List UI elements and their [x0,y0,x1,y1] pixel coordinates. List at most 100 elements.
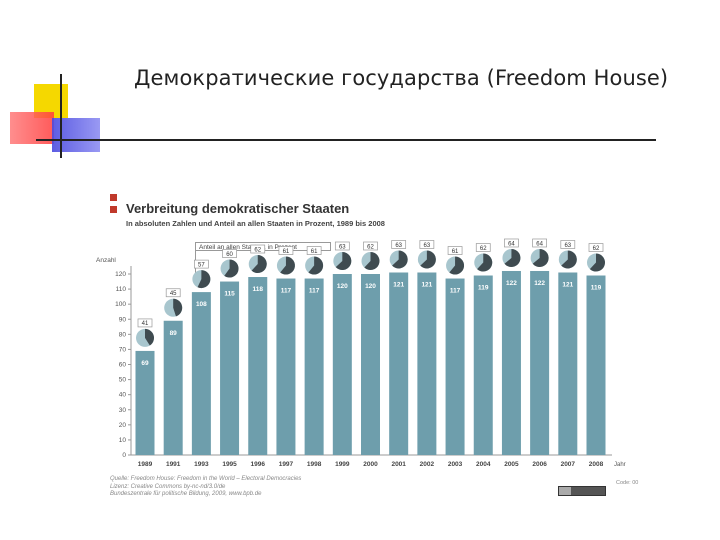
bar [586,275,606,455]
percent-label-box [137,318,153,328]
x-tick-label: 2007 [561,461,576,468]
pie-slice [280,256,295,275]
chart-code: Code: 00 [616,480,639,486]
y-tick-label: 60 [119,362,127,369]
bar [361,274,380,455]
pie-slice [392,250,408,269]
decor-vertical-line [60,74,62,158]
x-tick-label: 1993 [194,461,209,468]
y-tick-label: 100 [115,301,126,308]
percent-label: 62 [593,246,600,252]
percent-label-box [363,241,378,251]
source-note: Quelle: Freedom House: Freedom in the Wo… [110,476,301,499]
bar [445,278,465,455]
bar [501,270,521,455]
y-axis-label: Anzahl [96,257,116,264]
percent-label-box [222,249,237,258]
percent-label-box [194,259,209,269]
bar [332,274,352,455]
percent-label: 62 [480,246,487,252]
publisher-line: Bundeszentrale für politische Bildung, 2… [110,491,262,497]
bar [473,275,493,455]
x-tick-label: 2004 [476,461,491,468]
license-line: Lizenz: Creative Commons by-nc-nd/3.0/de [110,483,226,490]
percent-label: 45 [170,291,177,297]
percent-label-box [475,243,491,252]
pie-slice [224,259,239,278]
percent-label: 61 [283,249,290,255]
pie-slice [504,248,521,267]
pie-slice [449,256,465,275]
percent-label-box [447,246,463,255]
percent-label: 63 [339,244,346,250]
percent-label-box [588,243,604,252]
pie-slice [335,252,352,270]
bar [163,320,183,455]
bar-value-label: 115 [224,291,235,298]
percent-label: 41 [142,321,149,327]
bar [248,277,268,455]
bar-value-label: 121 [562,281,573,288]
pie-slice [197,270,211,289]
percent-label-box [419,240,435,249]
pie-slice [532,248,549,267]
bar [276,278,296,455]
pie-slice [145,328,155,346]
percent-label: 62 [367,244,374,250]
bar-value-label: 108 [196,301,207,308]
bar-value-label: 119 [591,285,602,292]
percent-label: 64 [508,241,515,247]
slide-title: Демократические государства (Freedom Hou… [134,66,669,90]
y-tick-label: 10 [119,437,127,444]
y-tick-label: 0 [122,452,126,459]
pie-slice [477,253,493,272]
bar-value-label: 117 [309,288,320,295]
pie-slice [364,252,380,270]
percent-label: 57 [198,262,205,268]
cc-license-badge[interactable] [558,486,606,496]
percent-label-box [165,288,181,298]
y-tick-label: 50 [119,377,127,384]
y-tick-label: 30 [119,407,127,414]
bar-value-label: 122 [506,280,517,287]
x-tick-label: 1999 [335,461,350,468]
bar-value-label: 117 [281,288,292,295]
bar-value-label: 119 [478,285,489,292]
y-tick-label: 90 [119,316,127,323]
x-tick-label: 2006 [532,461,547,468]
x-tick-label: 2002 [420,461,435,468]
bullet-marker [110,194,117,201]
bar [417,272,437,455]
percent-label: 63 [424,243,431,249]
bar-value-label: 122 [534,280,545,287]
bar-value-label: 117 [450,288,461,295]
bar [304,278,324,455]
y-tick-label: 40 [119,392,127,399]
chart-title: Verbreitung demokratischer Staaten [126,201,350,216]
pie-slice [308,256,324,275]
percent-label: 60 [226,252,233,258]
decor-horizontal-rule [36,139,656,141]
x-tick-label: 1991 [166,461,181,468]
percent-label: 61 [452,249,459,255]
x-tick-label: 2008 [589,461,604,468]
bar-value-label: 121 [421,281,432,288]
x-tick-label: 1997 [279,461,294,468]
percent-label-box [306,246,322,255]
source-line: Quelle: Freedom House: Freedom in the Wo… [110,476,302,482]
percent-label-box [391,240,407,249]
percent-label-box [334,241,350,251]
y-tick-label: 70 [119,346,127,353]
percent-label-box [560,240,576,249]
x-axis-label: Jahr [614,462,626,468]
pie-slice [173,298,183,317]
percent-label-box [278,246,294,255]
x-tick-label: 2001 [391,461,406,468]
chart-subtitle: In absoluten Zahlen und Anteil an allen … [126,219,385,228]
x-tick-label: 2005 [504,461,519,468]
percent-label: 63 [564,243,571,249]
bar-value-label: 121 [393,281,404,288]
bar [191,292,211,455]
bar [558,272,578,455]
pie-slice [561,250,577,269]
